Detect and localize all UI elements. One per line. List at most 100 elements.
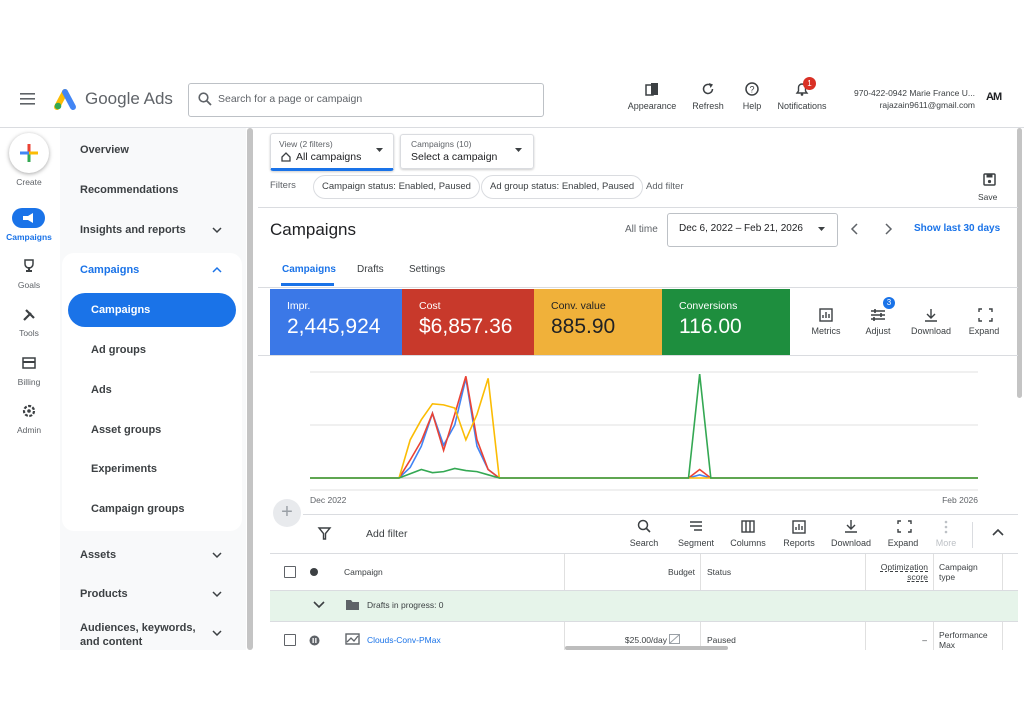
metric-card[interactable]: Impr. 2,445,924 [270, 289, 402, 355]
table-scrollbar[interactable] [565, 646, 728, 650]
drafts-row[interactable] [270, 590, 1018, 622]
notifications-label[interactable]: Notifications [777, 101, 827, 111]
rail-label[interactable]: Campaigns [6, 232, 52, 242]
nav-sub-item[interactable]: Ad groups [91, 344, 146, 356]
table-tool-label[interactable]: Columns [730, 538, 766, 548]
tab[interactable]: Settings [409, 264, 446, 275]
add-note-button[interactable]: + [273, 499, 301, 527]
home-icon [281, 152, 291, 162]
nav-sub-item[interactable]: Campaigns [91, 304, 151, 316]
rail-label[interactable]: Create [16, 177, 42, 187]
help-icon[interactable]: ? [745, 82, 759, 96]
nav-item[interactable]: Insights and reports [80, 224, 186, 236]
nav-scrollbar[interactable] [247, 128, 253, 650]
status-cell: Paused [707, 635, 736, 645]
rail-label[interactable]: Goals [17, 280, 41, 290]
save-label[interactable]: Save [978, 192, 998, 202]
tab-active[interactable]: Campaigns [282, 264, 336, 275]
main-scrollbar[interactable] [1017, 128, 1022, 398]
column-header[interactable]: Budget [668, 567, 695, 577]
table-tool-label[interactable]: Reports [783, 538, 815, 548]
nav-sub-item[interactable]: Experiments [91, 463, 158, 475]
table-tool-label[interactable]: Download [830, 538, 872, 548]
nav-selected[interactable] [68, 293, 236, 327]
metric-label: Conv. value [551, 300, 606, 312]
save-icon[interactable] [983, 173, 996, 186]
metric-card[interactable]: Conv. value 885.90 [534, 289, 662, 355]
help-label[interactable]: Help [742, 101, 762, 111]
metric-tool-icons[interactable] [819, 307, 999, 323]
column-header[interactable]: Campaign [344, 567, 383, 577]
select-all-checkbox[interactable] [284, 566, 296, 578]
table-tool-label[interactable]: Search [629, 538, 659, 548]
campaign-label: Campaigns (10) [411, 139, 472, 149]
campaign-dropdown[interactable] [400, 134, 534, 169]
metric-value: $6,857.36 [419, 315, 513, 338]
filter-chip[interactable]: Campaign status: Enabled, Paused [313, 175, 480, 199]
rail-label[interactable]: Admin [16, 425, 42, 435]
metric-tool-label[interactable]: Expand [968, 326, 1000, 336]
appearance-icon[interactable] [645, 82, 659, 96]
billing-icon [22, 357, 36, 369]
trend-line [310, 374, 978, 479]
drafts-chevron[interactable] [313, 601, 325, 609]
table-add-filter[interactable]: Add filter [366, 528, 408, 540]
avatar[interactable]: AM [986, 91, 1002, 103]
refresh-label[interactable]: Refresh [692, 101, 724, 111]
column-header[interactable]: Campaign type [939, 562, 978, 582]
search-box[interactable] [188, 83, 544, 117]
appearance-label[interactable]: Appearance [627, 101, 677, 111]
filter-chip[interactable]: Ad group status: Enabled, Paused [481, 175, 644, 199]
create-plus [20, 144, 38, 162]
column-header[interactable]: Optimization score [880, 562, 928, 582]
account-line[interactable]: 970-422-0942 Marie France U... [854, 88, 975, 98]
paused-icon [309, 635, 320, 646]
campaign-link[interactable]: Clouds-Conv-PMax [367, 635, 441, 645]
x-label: Dec 2022 [310, 495, 347, 505]
metric-tool-label[interactable]: Metrics [811, 326, 841, 336]
account-email[interactable]: rajazain9611@gmail.com [879, 100, 975, 110]
rail-label[interactable]: Billing [17, 377, 41, 387]
divider [270, 553, 1018, 554]
table-tool-label[interactable]: Expand [887, 538, 919, 548]
metric-card[interactable]: Conversions 116.00 [662, 289, 790, 355]
nav-item[interactable]: Assets [80, 549, 117, 561]
drafts-label: Drafts in progress: 0 [367, 600, 444, 610]
menu-icon[interactable] [20, 93, 36, 105]
collapse-chevron[interactable] [992, 528, 1004, 537]
metric-card[interactable]: Cost $6,857.36 [402, 289, 534, 355]
refresh-icon[interactable] [701, 82, 715, 96]
view-label: View (2 filters) [279, 139, 333, 149]
metric-value: 885.90 [551, 315, 616, 338]
column-header[interactable]: Status [707, 567, 732, 577]
row-checkbox[interactable] [284, 634, 296, 646]
add-filter[interactable]: Add filter [646, 181, 684, 192]
tab[interactable]: Drafts [357, 264, 384, 275]
nav-sub-item[interactable]: Campaign groups [91, 503, 185, 515]
metric-tool-label[interactable]: Download [910, 326, 952, 336]
folder-icon [346, 600, 359, 610]
nav-sub-item[interactable]: Asset groups [91, 424, 162, 436]
nav-section[interactable]: Campaigns [80, 264, 140, 276]
date-dropdown[interactable] [667, 213, 838, 247]
nav-item[interactable]: Recommendations [80, 184, 179, 196]
rail-label[interactable]: Tools [19, 328, 39, 338]
nav-sub-item[interactable]: Ads [91, 384, 112, 396]
x-label: Feb 2026 [942, 495, 978, 505]
date-nav[interactable] [850, 223, 895, 235]
budget-chart-icon[interactable] [669, 634, 680, 644]
nav-item[interactable]: Overview [80, 144, 129, 156]
table-tool-label[interactable]: Segment [677, 538, 715, 548]
quick-range[interactable]: Show last 30 days [914, 223, 1001, 234]
view-dropdown[interactable] [270, 133, 394, 171]
metric-tool-label[interactable]: Adjust [865, 326, 891, 336]
type-cell: Performance Max [939, 630, 988, 650]
nav-item[interactable]: Audiences, keywords, and content [80, 622, 196, 648]
campaign-value: Select a campaign [411, 151, 498, 163]
nav-chevrons [212, 227, 222, 637]
table-tool-icons[interactable] [636, 519, 956, 535]
budget-cell: $25.00/day [624, 635, 667, 645]
filter-icon[interactable] [317, 527, 332, 540]
bottom-margin [0, 650, 1024, 724]
nav-item[interactable]: Products [80, 588, 128, 600]
